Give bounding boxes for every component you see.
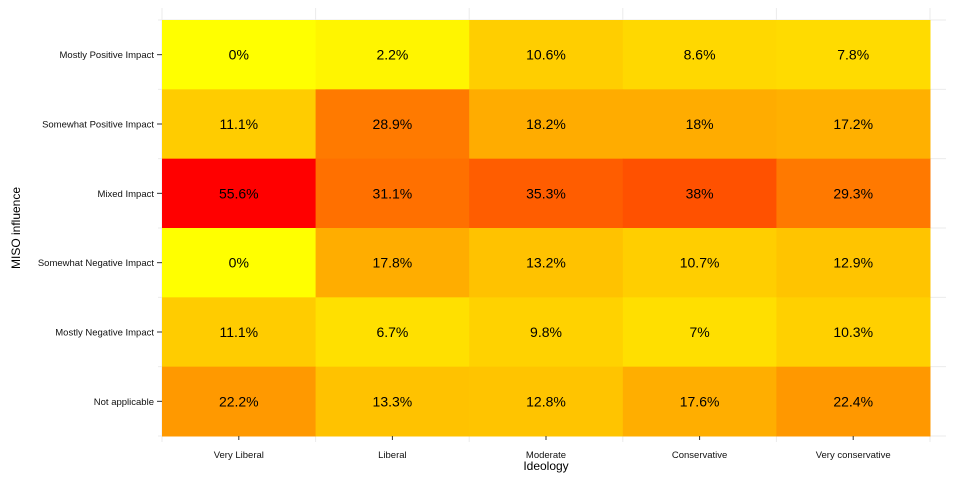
heatmap-cell [469,20,624,90]
cell-value-label: 0% [229,255,249,271]
y-tick-label: Mostly Negative Impact [55,328,154,339]
heatmap-cell [776,20,931,90]
y-tick-label: Not applicable [94,397,154,408]
x-tick-label: Conservative [672,450,727,461]
x-tick-label: Liberal [378,450,407,461]
heatmap-cell [622,228,777,298]
cell-value-label: 28.9% [373,116,413,132]
cell-value-label: 17.8% [373,255,413,271]
cell-value-label: 17.2% [833,116,873,132]
heatmap-cell [315,228,470,298]
cell-value-label: 18% [686,116,714,132]
heatmap-cell [315,366,470,437]
y-tick-label: Mostly Positive Impact [60,50,155,61]
cell-value-label: 22.4% [833,393,873,409]
y-tick-label: Somewhat Positive Impact [42,120,154,131]
heatmap-cell [315,297,470,368]
cell-value-label: 6.7% [376,324,408,340]
heatmap-cell [162,20,317,90]
heatmap-cell [162,228,317,298]
cell-value-label: 12.8% [526,393,566,409]
heatmap-cell [776,158,931,229]
heatmap-cell [469,366,624,437]
heatmap-cell [622,89,777,160]
cell-value-label: 9.8% [530,324,562,340]
heatmap-cells [162,20,931,437]
heatmap-cell [776,89,931,160]
heatmap-cell [622,20,777,90]
cell-value-label: 38% [686,185,714,201]
x-tick-label: Very Liberal [214,450,264,461]
heatmap-cell [315,20,470,90]
cell-value-label: 13.3% [373,393,413,409]
cell-value-label: 22.2% [219,393,259,409]
heatmap-cell [162,89,317,160]
cell-value-label: 8.6% [684,47,716,63]
cell-value-label: 10.6% [526,47,566,63]
cell-value-label: 18.2% [526,116,566,132]
heatmap-cell [162,158,317,229]
heatmap-cell [162,366,317,437]
cell-value-label: 7% [689,324,709,340]
cell-value-label: 31.1% [373,185,413,201]
heatmap-cell [622,297,777,368]
y-axis: Mostly Positive Impact Somewhat Positive … [38,50,162,408]
heatmap-cell [776,297,931,368]
heatmap-cell [315,89,470,160]
heatmap-cell [469,89,624,160]
heatmap-cell [469,297,624,368]
cell-value-label: 2.2% [376,47,408,63]
y-tick-label: Somewhat Negative Impact [38,258,155,269]
cell-value-label: 29.3% [833,185,873,201]
cell-value-label: 13.2% [526,255,566,271]
cell-labels: 0% 2.2% 10.6% 8.6% 7.8% 11.1% 28.9% 18.2% 18% 17.… [219,47,873,410]
cell-value-label: 10.3% [833,324,873,340]
cell-value-label: 7.8% [837,47,869,63]
cell-value-label: 0% [229,47,249,63]
x-axis-title: Ideology [523,459,568,473]
heatmap-cell [162,297,317,368]
x-tick-label: Moderate [526,450,566,461]
y-tick-label: Mixed Impact [98,189,155,200]
cell-value-label: 11.1% [219,324,258,340]
cell-value-label: 11.1% [219,116,258,132]
cell-value-label: 17.6% [680,393,720,409]
cell-value-label: 55.6% [219,185,259,201]
heatmap-cell [469,158,624,229]
heatmap-cell [622,366,777,437]
heatmap-cell [776,228,931,298]
cell-value-label: 10.7% [680,255,720,271]
heatmap-cell [776,366,931,437]
x-tick-label: Very conservative [816,450,891,461]
heatmap-cell [315,158,470,229]
cell-value-label: 12.9% [833,255,873,271]
y-axis-title: MISO influence [9,187,23,269]
heatmap-cell [622,158,777,229]
heatmap-cell [469,228,624,298]
x-axis: Very Liberal Liberal Moderate Conservative V… [214,436,891,461]
cell-value-label: 35.3% [526,185,566,201]
